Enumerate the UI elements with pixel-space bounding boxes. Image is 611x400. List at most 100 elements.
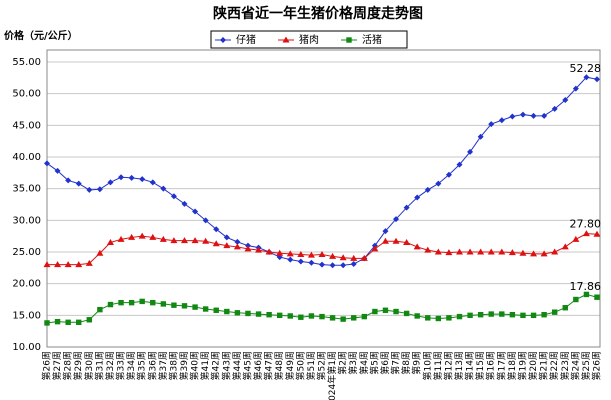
point [160,301,167,307]
x-tick-label: 第44周 [231,351,243,380]
point [562,97,569,103]
point [371,245,379,252]
point [106,239,114,245]
x-tick-label: 第19周 [516,351,528,380]
x-tick-label: 第24周 [569,351,581,380]
y-tick-label: 30.00 [12,215,41,226]
point [530,250,538,257]
point [170,237,178,244]
point [467,148,474,155]
legend-box [210,30,408,49]
x-tick-label: 第5周 [368,351,380,375]
y-tick-label: 35.00 [12,184,41,195]
point [467,312,473,319]
point [372,308,378,315]
point [276,312,283,319]
point [350,261,357,268]
point [85,259,93,266]
point [487,248,495,255]
x-tick-label: 第33周 [115,351,127,380]
point [519,249,527,256]
point [435,315,442,322]
x-tick-label: 第34周 [125,351,137,380]
point [54,318,61,325]
point [244,245,252,252]
point [509,312,516,318]
point [424,246,432,253]
point [499,311,505,317]
x-tick-label: 第36周 [146,351,158,380]
x-tick-label: 第43周 [220,351,232,380]
point [233,243,241,250]
point [159,235,167,242]
point [287,256,294,263]
point [520,312,526,319]
y-axis-label: 价格（元/公斤） [4,29,78,42]
x-tick-label: 第49周 [284,351,296,380]
point [160,185,167,192]
point [255,246,263,253]
point [308,313,315,319]
point [329,252,337,259]
x-tick-label: 第26周 [591,351,603,380]
point [381,237,389,244]
x-tick-label: 第15周 [474,351,486,380]
point [170,193,177,200]
x-tick-label: 第17周 [495,351,507,380]
point [572,85,579,92]
chart-title: 陕西省近一年生猪价格周度走势图 [213,5,423,22]
point [414,194,421,201]
point [446,315,452,321]
legend-label: 猪肉 [299,33,319,46]
x-tick-label: 第31周 [93,351,105,380]
point [466,248,474,255]
point [150,299,156,306]
point [360,254,368,261]
point [54,261,62,268]
plot-frame [46,49,601,348]
x-tick-label: 第11周 [432,351,444,380]
y-tick-label: 20.00 [12,279,41,290]
point [583,74,590,81]
point [530,312,537,319]
y-tick-label: 45.00 [12,120,41,131]
point [128,299,135,306]
point [128,174,135,181]
y-tick-label: 40.00 [12,152,41,163]
point [551,309,558,315]
point [286,250,294,257]
point [128,233,136,240]
point [393,308,399,315]
point [202,237,210,244]
x-tick-label: 第3周 [347,351,359,375]
point [562,305,568,311]
point [413,243,421,250]
point [329,315,336,321]
point [477,312,484,318]
legend-marker [346,37,352,43]
point [191,237,199,244]
point [107,179,114,186]
point [477,133,484,140]
point [361,313,368,320]
point [54,167,61,174]
point [297,251,305,258]
x-tick-label: 第18周 [506,351,518,380]
point [435,180,442,187]
point [245,310,251,317]
point [594,76,600,83]
point [223,234,230,241]
point [392,237,400,244]
point [213,307,219,313]
x-tick-label: 第14周 [464,351,476,380]
point [425,315,431,321]
legend-label: 仔猪 [236,34,256,46]
point [86,186,93,193]
point [318,251,326,258]
point [572,235,580,242]
point [393,216,400,223]
data-label: 17.86 [570,280,602,293]
x-tick-label: 第7周 [390,351,402,375]
x-tick-label: 第16周 [485,351,497,380]
point [541,112,548,119]
